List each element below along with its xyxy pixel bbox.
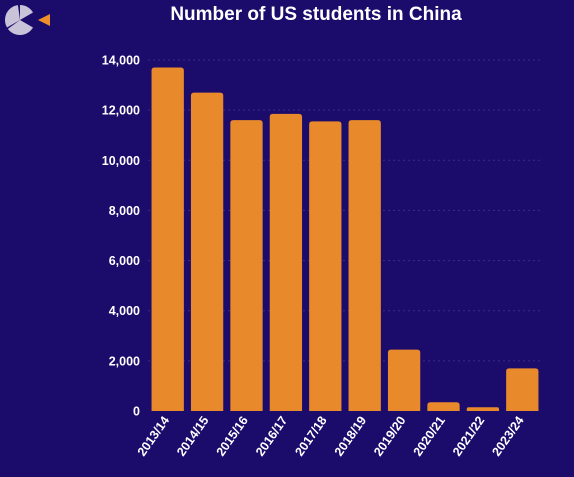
bar [506, 368, 539, 411]
y-axis-ticks: 0 2,000 4,000 6,000 8,000 10,000 12,000 14,000 [102, 54, 140, 419]
y-tick-label: 6,000 [109, 254, 140, 268]
bar [230, 120, 263, 412]
bar [269, 113, 303, 412]
y-tick-label: 4,000 [109, 304, 140, 318]
bar [190, 92, 224, 411]
y-tick-label: 14,000 [102, 54, 140, 68]
y-tick-label: 12,000 [102, 104, 140, 118]
x-axis-ticks: 2013/14 2014/15 2015/16 2016/17 2017/18 2018/… [135, 414, 527, 459]
x-tick-label: 2014/15 [174, 414, 211, 459]
x-tick-label: 2016/17 [253, 414, 290, 459]
bar [309, 121, 342, 412]
pie-segment-logo-icon [4, 4, 50, 36]
x-tick-label: 2021/22 [450, 414, 487, 459]
x-tick-label: 2013/14 [135, 414, 172, 459]
y-tick-label: 8,000 [109, 204, 140, 218]
chart-title: Number of US students in China [170, 4, 462, 25]
y-tick-label: 10,000 [102, 154, 140, 168]
y-tick-label: 0 [133, 405, 140, 419]
bar [466, 407, 500, 411]
x-tick-label: 2015/16 [214, 414, 251, 459]
x-tick-label: 2019/20 [371, 414, 408, 459]
x-tick-label: 2020/21 [411, 414, 448, 459]
bars [151, 67, 539, 412]
y-tick-label: 2,000 [109, 354, 140, 368]
bar [387, 349, 421, 411]
bar [348, 120, 381, 412]
x-tick-label: 2017/18 [292, 414, 329, 459]
bar [151, 67, 184, 412]
x-tick-label: 2018/19 [332, 414, 369, 459]
bar [427, 402, 460, 411]
x-tick-label: 2023/24 [489, 414, 526, 459]
